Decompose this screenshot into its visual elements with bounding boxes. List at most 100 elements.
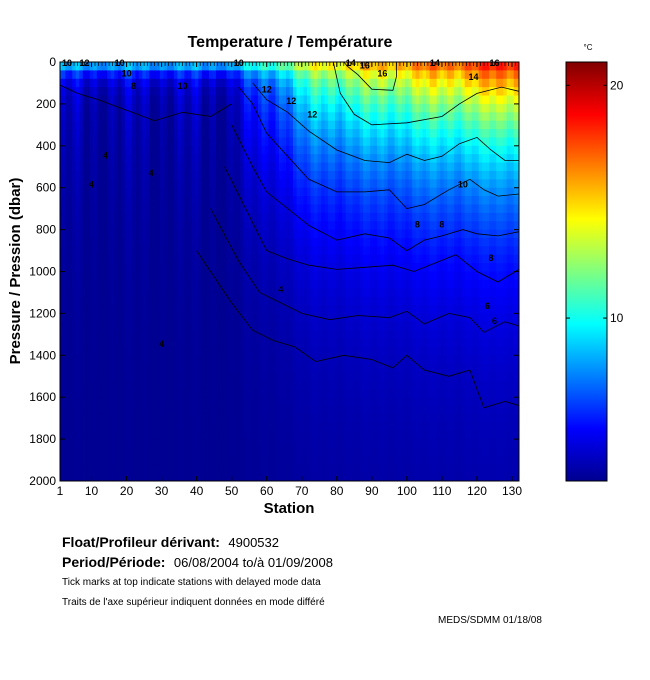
heatmap-cell [170,271,175,281]
heatmap-cell [152,346,157,356]
heatmap-cell [128,187,133,197]
heatmap-cell [405,380,410,390]
heatmap-cell [261,305,266,314]
heatmap-cell [219,430,224,440]
heatmap-cell [121,447,126,457]
heatmap-cell [212,330,217,340]
heatmap-cell [352,196,357,206]
heatmap-cell [180,129,185,139]
heatmap-cell [328,170,333,180]
heatmap-cell [205,413,210,423]
heatmap-cell [278,305,284,314]
heatmap-cell [110,120,115,130]
heatmap-cell [307,279,312,289]
heatmap-cell [324,346,329,356]
heatmap-cell [391,112,396,122]
heatmap-cell [317,321,322,331]
heatmap-cell [135,221,140,231]
heatmap-cell [342,388,347,398]
heatmap-cell [335,455,340,465]
heatmap-cell [65,70,70,80]
heatmap-cell [149,204,154,214]
heatmap-cell [138,271,143,281]
heatmap-cell [363,145,368,155]
heatmap-cell [60,455,63,465]
heatmap-cell [96,137,101,147]
heatmap-cell [321,137,326,147]
heatmap-cell [138,397,143,407]
heatmap-cell [103,472,108,481]
heatmap-cell [286,246,291,256]
heatmap-cell [208,145,214,155]
heatmap-cell [247,78,252,88]
heatmap-cell [335,447,340,457]
heatmap-cell [138,296,143,306]
heatmap-cell [275,413,280,423]
heatmap-cell [384,363,389,373]
heatmap-cell [380,120,385,130]
heatmap-cell [72,162,77,172]
heatmap-cell [159,271,164,281]
heatmap-cell [243,129,249,139]
heatmap-cell [100,129,105,139]
heatmap-cell [324,455,329,465]
heatmap-cell [314,363,319,373]
heatmap-cell [68,162,73,172]
heatmap-cell [61,120,66,130]
heatmap-cell [257,246,263,256]
heatmap-cell [205,103,210,113]
heatmap-cell [250,62,256,71]
heatmap-cell [373,338,378,348]
heatmap-cell [212,346,217,356]
heatmap-cell [198,464,203,474]
heatmap-cell [387,229,392,239]
heatmap-cell [135,237,140,247]
heatmap-cell [219,288,224,298]
heatmap-cell [86,78,91,88]
heatmap-cell [387,112,392,122]
heatmap-cell [321,388,326,398]
heatmap-cell [72,187,77,197]
heatmap-cell [173,87,178,97]
heatmap-cell [212,221,217,231]
heatmap-cell [243,388,249,398]
heatmap-cell [387,355,392,365]
heatmap-cell [75,87,80,97]
heatmap-cell [68,338,73,348]
heatmap-cell [377,430,382,440]
heatmap-cell [349,162,354,172]
heatmap-cell [208,254,214,264]
heatmap-cell [229,346,235,356]
heatmap-cell [208,439,214,449]
heatmap-cell [359,229,364,239]
heatmap-cell [229,221,235,231]
heatmap-cell [363,179,368,189]
heatmap-cell [391,246,396,256]
heatmap-cell [303,120,308,130]
heatmap-cell [363,313,368,323]
heatmap-cell [384,397,389,407]
heatmap-cell [60,296,63,306]
heatmap-cell [398,187,403,197]
heatmap-cell [342,170,347,180]
heatmap-cell [219,170,224,180]
heatmap-cell [117,279,122,289]
heatmap-cell [363,363,368,373]
heatmap-cell [335,212,340,222]
heatmap-cell [180,162,185,172]
heatmap-cell [300,187,305,197]
heatmap-cell [264,254,270,264]
heatmap-cell [293,447,298,457]
heatmap-cell [226,338,231,348]
heatmap-cell [142,464,147,474]
heatmap-cell [394,254,399,264]
heatmap-cell [268,129,273,139]
heatmap-cell [201,62,206,71]
heatmap-cell [243,87,249,97]
heatmap-cell [401,455,406,465]
heatmap-cell [391,271,396,281]
heatmap-cell [180,380,185,390]
heatmap-cell [96,170,101,180]
heatmap-cell [363,279,368,289]
heatmap-cell [131,405,136,415]
